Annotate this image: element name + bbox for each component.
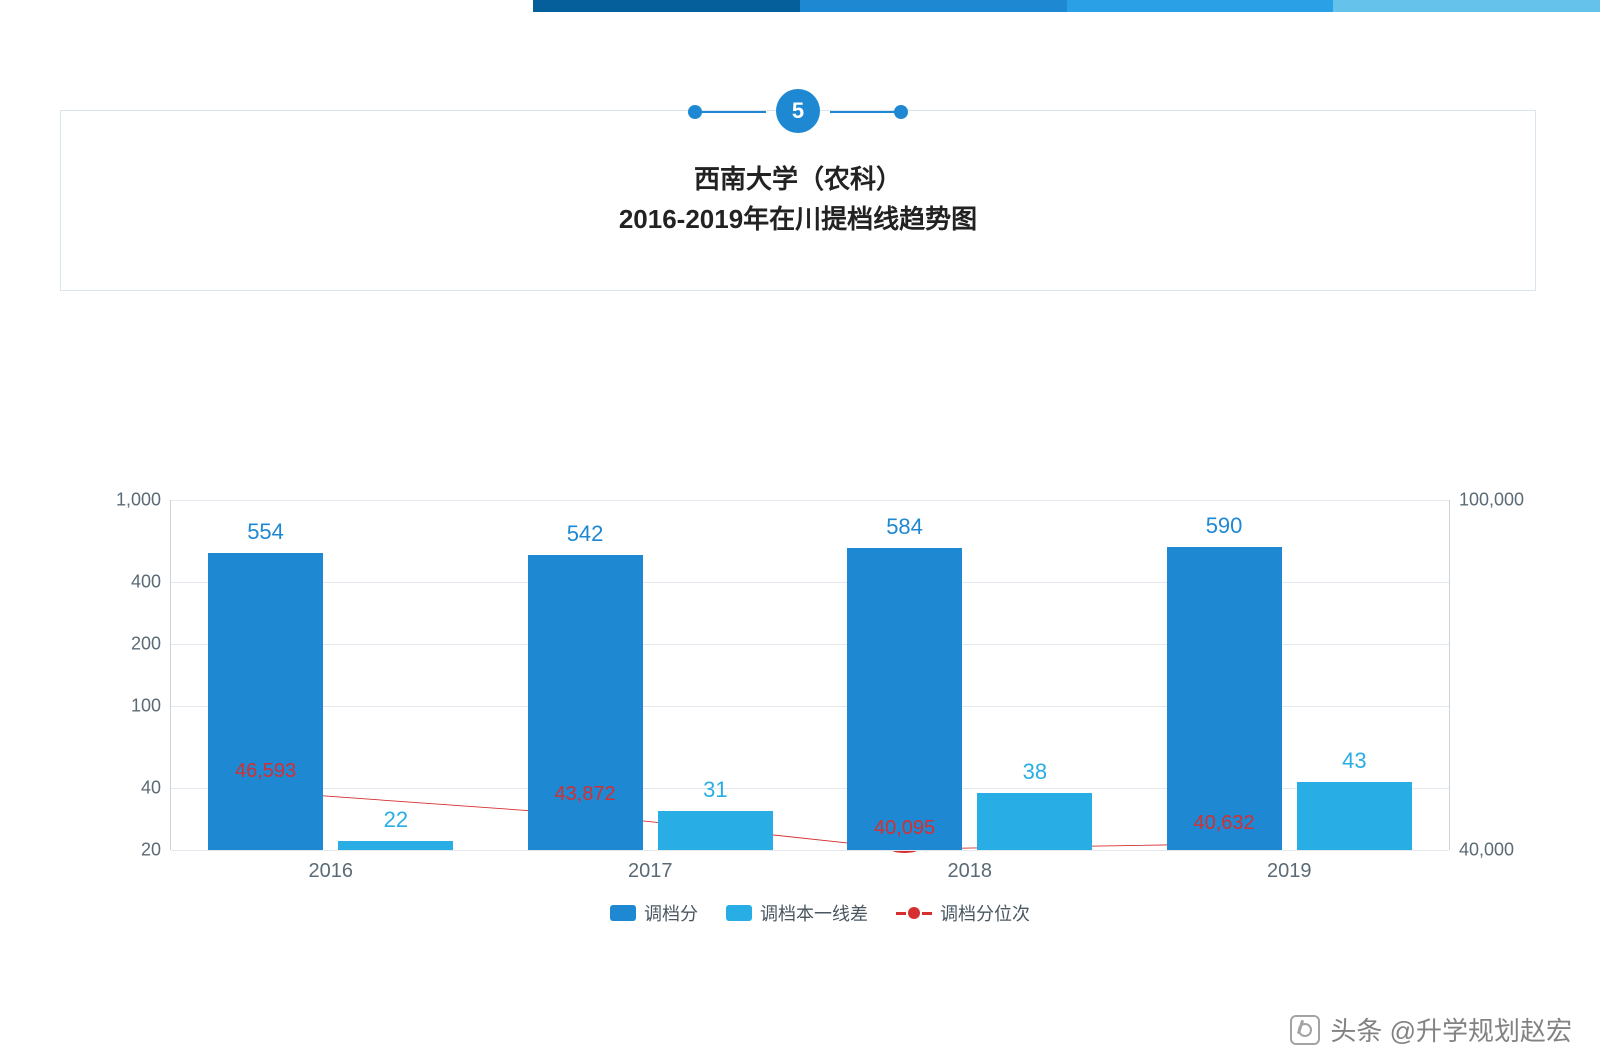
watermark: 头条 @升学规划赵宏 xyxy=(1290,1011,1572,1048)
x-tick: 2018 xyxy=(948,850,993,883)
decor-line xyxy=(830,111,898,113)
legend-item-bar1: 调档分 xyxy=(610,900,698,926)
legend-label: 调档本一线差 xyxy=(760,900,868,926)
plot-region: 20401002004001,00040,000100,000201655422… xyxy=(170,500,1450,850)
slide-number-badge: 5 xyxy=(776,89,820,133)
top-color-bands xyxy=(0,0,1600,12)
bar-value-label: 43 xyxy=(1342,748,1366,782)
bar-value-label: 31 xyxy=(703,777,727,811)
line-value-label: 40,632 xyxy=(1193,812,1254,835)
bar-series2: 22 xyxy=(338,841,453,850)
y-left-tick: 200 xyxy=(131,633,171,654)
legend-label: 调档分位次 xyxy=(940,900,1030,926)
decor-line xyxy=(698,111,766,113)
x-tick: 2016 xyxy=(309,850,354,883)
x-tick: 2019 xyxy=(1267,850,1312,883)
legend-item-bar2: 调档本一线差 xyxy=(726,900,868,926)
x-tick: 2017 xyxy=(628,850,673,883)
legend-item-line: 调档分位次 xyxy=(896,900,1030,926)
bar-series2: 31 xyxy=(658,811,773,850)
line-value-label: 46,593 xyxy=(235,760,296,783)
y-left-tick: 400 xyxy=(131,571,171,592)
line-value-label: 43,872 xyxy=(554,783,615,806)
bar-value-label: 590 xyxy=(1206,513,1243,547)
decor-dot xyxy=(894,105,908,119)
bar-value-label: 542 xyxy=(567,521,604,555)
bar-value-label: 22 xyxy=(384,807,408,841)
y-left-tick: 100 xyxy=(131,696,171,717)
bar-value-label: 38 xyxy=(1023,759,1047,793)
watermark-icon xyxy=(1290,1015,1320,1045)
line-value-label: 40,095 xyxy=(874,817,935,840)
y-left-tick: 40 xyxy=(141,777,171,798)
bar-series1: 590 xyxy=(1167,547,1282,850)
y-left-tick: 20 xyxy=(141,840,171,861)
legend: 调档分 调档本一线差 调档分位次 xyxy=(100,896,1540,930)
y-right-tick: 100,000 xyxy=(1449,490,1524,511)
decor-dot xyxy=(688,105,702,119)
bar-series1: 542 xyxy=(528,555,643,850)
legend-swatch xyxy=(610,905,636,921)
bar-series1: 584 xyxy=(847,548,962,850)
chart-title-line2: 2016-2019年在川提档线趋势图 xyxy=(81,199,1515,239)
legend-label: 调档分 xyxy=(644,900,698,926)
bar-series2: 38 xyxy=(977,793,1092,850)
chart-title-line1: 西南大学（农科） xyxy=(81,159,1515,199)
watermark-text: 头条 @升学规划赵宏 xyxy=(1330,1011,1572,1048)
legend-line-icon xyxy=(896,907,932,919)
bar-value-label: 554 xyxy=(247,519,284,553)
bar-series1: 554 xyxy=(208,553,323,850)
chart-area: 20401002004001,00040,000100,000201655422… xyxy=(100,470,1540,930)
bar-value-label: 584 xyxy=(886,514,923,548)
y-left-tick: 1,000 xyxy=(116,490,171,511)
y-right-tick: 40,000 xyxy=(1449,840,1514,861)
bar-series2: 43 xyxy=(1297,782,1412,850)
legend-swatch xyxy=(726,905,752,921)
title-card: 5 西南大学（农科） 2016-2019年在川提档线趋势图 xyxy=(60,110,1536,291)
